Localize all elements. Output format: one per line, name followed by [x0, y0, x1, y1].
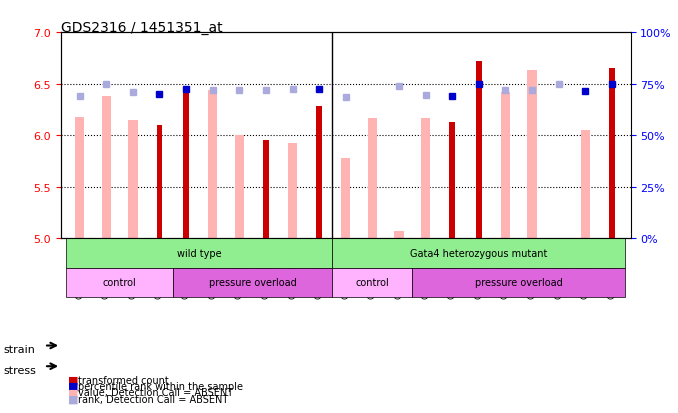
Text: percentile rank within the sample: percentile rank within the sample [78, 381, 243, 391]
Bar [183, 90, 189, 239]
Bar [501, 93, 510, 239]
Bar [332, 268, 412, 297]
Bar [609, 69, 615, 239]
Bar [208, 90, 218, 239]
Text: ■: ■ [68, 387, 78, 397]
Text: pressure overload: pressure overload [209, 278, 296, 288]
Bar [75, 117, 84, 239]
Bar [341, 159, 351, 239]
Bar [527, 71, 537, 239]
Text: pressure overload: pressure overload [475, 278, 563, 288]
Bar [580, 131, 590, 239]
Text: rank, Detection Call = ABSENT: rank, Detection Call = ABSENT [78, 394, 228, 404]
Bar [367, 119, 377, 239]
Text: ■: ■ [68, 381, 78, 391]
Bar [412, 268, 625, 297]
Text: transformed count: transformed count [78, 375, 169, 385]
Text: ■: ■ [68, 375, 78, 385]
Text: stress: stress [3, 365, 36, 375]
Bar [128, 121, 138, 239]
Bar [66, 268, 173, 297]
Bar [395, 231, 403, 239]
Bar [235, 136, 244, 239]
Bar [157, 126, 162, 239]
Bar [102, 97, 111, 239]
Text: control: control [355, 278, 389, 288]
Bar [476, 62, 481, 239]
Bar [66, 239, 332, 268]
Text: control: control [102, 278, 136, 288]
Text: wild type: wild type [177, 248, 222, 258]
Text: Gata4 heterozygous mutant: Gata4 heterozygous mutant [410, 248, 548, 258]
Text: ■: ■ [68, 394, 78, 404]
Bar [332, 239, 625, 268]
Bar [317, 107, 322, 239]
Bar [288, 144, 297, 239]
Bar [421, 119, 431, 239]
Text: value, Detection Call = ABSENT: value, Detection Call = ABSENT [78, 387, 233, 397]
Bar [263, 141, 268, 239]
Bar [173, 268, 332, 297]
Text: GDS2316 / 1451351_at: GDS2316 / 1451351_at [61, 21, 222, 35]
Text: strain: strain [3, 344, 35, 354]
Bar [450, 123, 455, 239]
